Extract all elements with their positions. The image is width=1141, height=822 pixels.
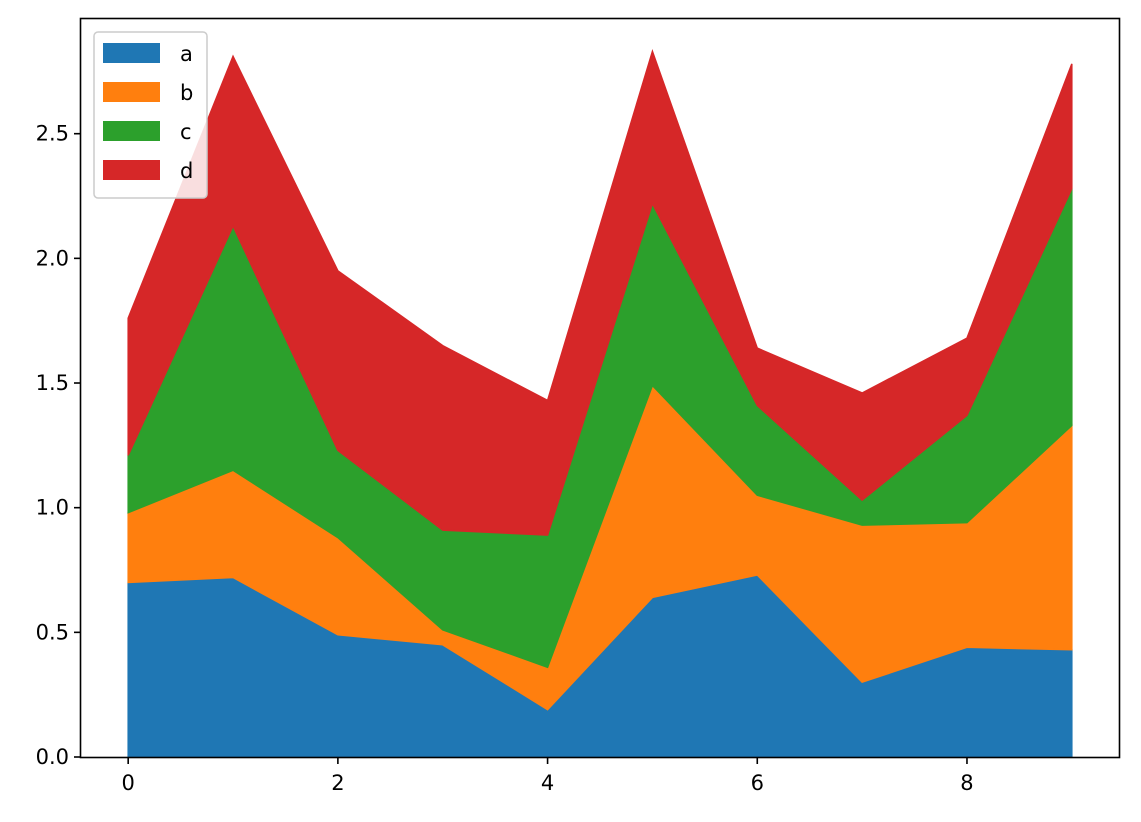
y-tick-label: 0.0 xyxy=(36,745,69,769)
area-layer xyxy=(127,48,1073,758)
x-tick-label: 8 xyxy=(960,771,973,795)
area-series-d xyxy=(127,48,1073,536)
y-axis: 0.0 0.5 1.0 1.5 2.0 2.5 xyxy=(36,122,81,769)
legend-swatch-d xyxy=(103,160,160,180)
x-tick-label: 2 xyxy=(331,771,344,795)
legend-label-a: a xyxy=(180,42,193,66)
plot-frame xyxy=(79,17,1121,759)
y-tick-label: 0.5 xyxy=(36,620,69,644)
x-tick-label: 0 xyxy=(121,771,134,795)
legend-label-d: d xyxy=(180,159,193,183)
legend-box xyxy=(93,31,208,199)
legend-label-c: c xyxy=(180,120,192,144)
y-tick-label: 1.0 xyxy=(36,496,69,520)
y-tick-label: 2.5 xyxy=(36,122,69,146)
y-tick-label: 1.5 xyxy=(36,371,69,395)
x-tick-label: 4 xyxy=(541,771,554,795)
x-axis: 0 2 4 6 8 xyxy=(121,757,974,795)
x-tick-label: 6 xyxy=(751,771,764,795)
y-tick-label: 2.0 xyxy=(36,246,69,270)
legend-label-b: b xyxy=(180,81,193,105)
legend-swatch-a xyxy=(103,43,160,63)
legend-swatch-b xyxy=(103,82,160,102)
legend-swatch-c xyxy=(103,121,160,141)
